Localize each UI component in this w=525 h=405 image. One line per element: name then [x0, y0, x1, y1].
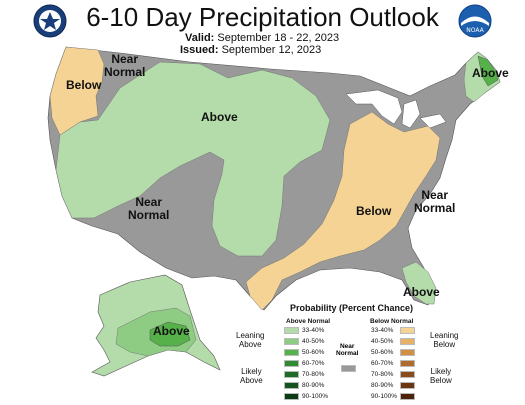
legend-below-level-label: 40-50%	[371, 338, 394, 345]
below-southeast-region	[245, 111, 441, 311]
legend-title: Probability (Percent Chance)	[290, 303, 414, 313]
valid-value: September 18 - 22, 2023	[217, 32, 340, 44]
legend-below-header: Below Normal	[370, 318, 414, 325]
alaska-above-50-region	[149, 321, 191, 347]
legend-likely-below: Likely Below	[430, 367, 452, 385]
legend-above-swatch	[284, 393, 299, 400]
legend-below-swatch	[400, 338, 415, 345]
legend-below-swatch	[400, 360, 415, 367]
noaa-logo-text: NOAA	[466, 27, 484, 34]
legend-above-swatch	[284, 360, 299, 367]
legend-above-level-label: 50-60%	[302, 349, 325, 356]
legend-below-swatch	[400, 371, 415, 378]
noaa-logo-icon: NOAA	[458, 4, 492, 38]
label-southwest-near-normal: Near Normal	[128, 195, 170, 222]
legend-above-swatch	[284, 371, 299, 378]
page-title: 6-10 Day Precipitation Outlook	[86, 2, 439, 32]
legend-below-level-label: 33-40%	[371, 327, 394, 334]
legend-below-swatch	[400, 393, 415, 400]
great-lakes	[345, 89, 447, 129]
legend-below-swatch	[400, 349, 415, 356]
legend-above-header: Above Normal	[286, 318, 331, 325]
legend-near-normal-swatch	[341, 365, 356, 372]
label-alaska-above: Above	[153, 324, 190, 338]
legend-below-swatch	[400, 327, 415, 334]
legend-below-level-label: 70-80%	[371, 371, 394, 378]
legend-above-level-label: 90-100%	[302, 393, 329, 400]
label-florida-above: Above	[403, 285, 440, 299]
legend-below-level-label: 60-70%	[371, 360, 394, 367]
legend-above-swatch	[284, 327, 299, 334]
legend-above-swatch	[284, 382, 299, 389]
legend-above-level-label: 33-40%	[302, 327, 325, 334]
below-west-coast-region	[49, 46, 105, 136]
issued-value: September 12, 2023	[221, 44, 322, 56]
issued-label: Issued:	[180, 44, 219, 56]
legend-below-level-label: 80-90%	[371, 382, 394, 389]
legend-near-normal-label: Near Normal	[336, 343, 359, 357]
label-southeast-below: Below	[356, 204, 392, 218]
legend-above-level-label: 40-50%	[302, 338, 325, 345]
legend-above-swatch	[284, 338, 299, 345]
issued-date: Issued: September 12, 2023	[180, 44, 321, 56]
maine-above-40-region	[477, 55, 499, 87]
legend-above-level-label: 70-80%	[302, 371, 325, 378]
legend-leaning-above: Leaning Above	[236, 331, 265, 349]
legend-above-level-label: 60-70%	[302, 360, 325, 367]
legend-leaning-below: Leaning Below	[430, 331, 459, 349]
valid-label: Valid:	[185, 32, 215, 44]
label-northwest-near-normal: Near Normal	[104, 52, 146, 79]
label-east-near-normal: Near Normal	[414, 188, 456, 215]
valid-date: Valid: September 18 - 22, 2023	[185, 32, 339, 44]
legend-below-level-label: 90-100%	[371, 393, 398, 400]
legend-above-swatch	[284, 349, 299, 356]
above-normal-region	[55, 61, 331, 257]
legend-below-swatch	[400, 382, 415, 389]
label-central-above: Above	[201, 110, 238, 124]
legend-below-level-label: 50-60%	[371, 349, 394, 356]
legend-above-level-label: 80-90%	[302, 382, 325, 389]
florida-above-region	[401, 261, 437, 305]
doc-seal-icon	[33, 4, 67, 38]
label-maine-above: Above	[472, 66, 509, 80]
legend-likely-above: Likely Above	[240, 367, 263, 385]
label-west-below: Below	[66, 78, 102, 92]
